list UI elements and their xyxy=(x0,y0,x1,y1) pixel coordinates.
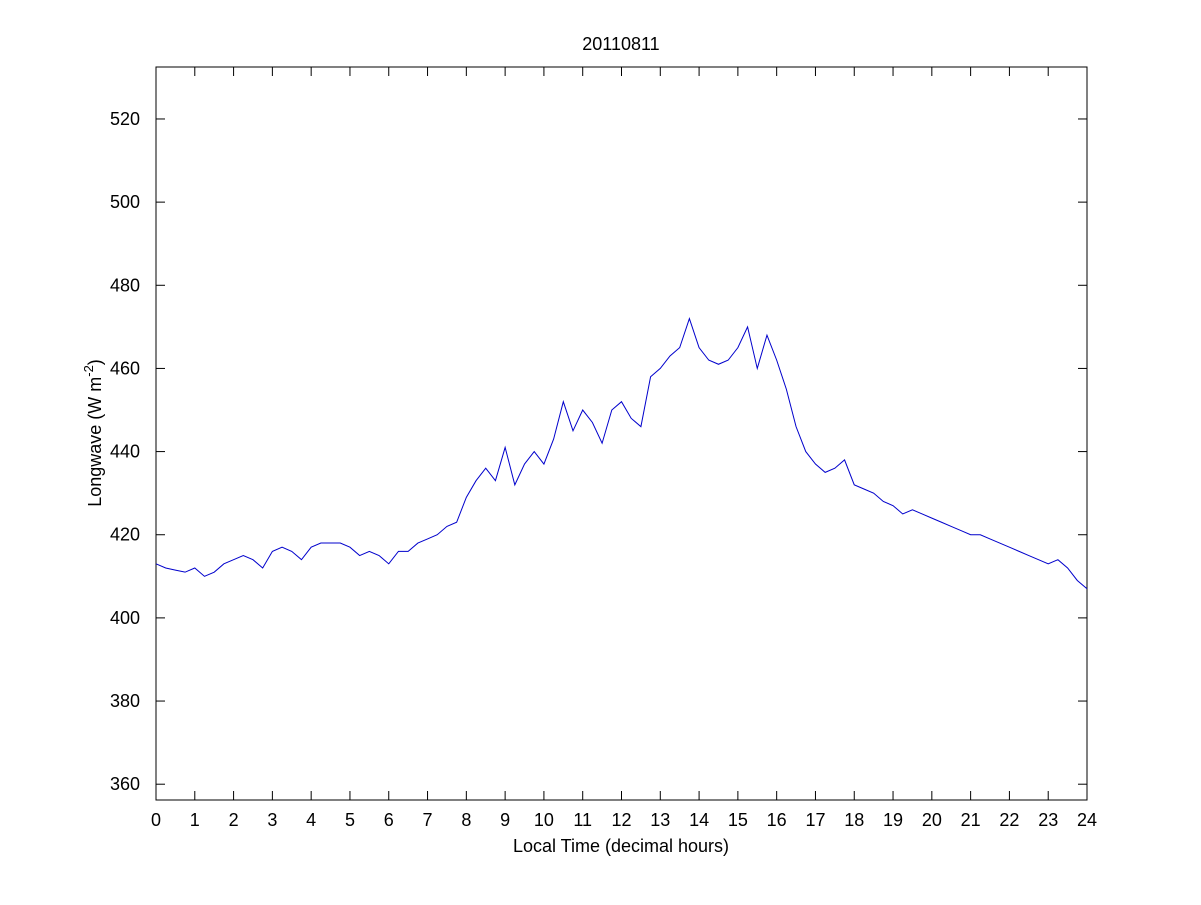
x-tick-label: 2 xyxy=(229,810,239,830)
y-tick-label: 460 xyxy=(110,358,140,378)
x-tick-label: 18 xyxy=(844,810,864,830)
x-tick-label: 12 xyxy=(611,810,631,830)
x-tick-label: 14 xyxy=(689,810,709,830)
y-tick-label: 520 xyxy=(110,109,140,129)
plot-box xyxy=(155,66,1088,801)
chart-title: 20110811 xyxy=(582,34,659,54)
data-line xyxy=(155,316,1088,590)
y-label-part: Longwave (W m xyxy=(85,377,105,507)
x-tick-label: 19 xyxy=(883,810,903,830)
x-tick-label: 3 xyxy=(267,810,277,830)
x-tick-label: 23 xyxy=(1038,810,1058,830)
x-tick-label: 24 xyxy=(1077,810,1097,830)
x-tick-label: 8 xyxy=(461,810,471,830)
x-tick-label: 21 xyxy=(961,810,981,830)
y-tick-label: 500 xyxy=(110,192,140,212)
y-tick-label: 480 xyxy=(110,275,140,295)
x-tick-label: 13 xyxy=(650,810,670,830)
x-tick-label: 22 xyxy=(999,810,1019,830)
y-label-sup: -2 xyxy=(81,365,96,377)
x-tick-label: 4 xyxy=(306,810,316,830)
x-tick-label: 15 xyxy=(728,810,748,830)
x-tick-label: 9 xyxy=(500,810,510,830)
x-tick-label: 10 xyxy=(534,810,554,830)
x-tick-label: 1 xyxy=(190,810,200,830)
y-label-part: ) xyxy=(85,359,105,365)
x-tick-label: 17 xyxy=(805,810,825,830)
y-tick-label: 420 xyxy=(110,525,140,545)
y-tick-label: 440 xyxy=(110,442,140,462)
x-tick-label: 0 xyxy=(151,810,161,830)
y-tick-label: 360 xyxy=(110,774,140,794)
x-tick-label: 11 xyxy=(573,810,592,830)
x-axis-label: Local Time (decimal hours) xyxy=(513,836,729,856)
y-tick-label: 380 xyxy=(110,691,140,711)
y-tick-label: 400 xyxy=(110,608,140,628)
x-tick-label: 5 xyxy=(345,810,355,830)
x-tick-label: 16 xyxy=(767,810,787,830)
y-axis-label: Longwave (W m-2) xyxy=(81,359,105,507)
x-tick-label: 20 xyxy=(922,810,942,830)
x-tick-label: 6 xyxy=(384,810,394,830)
x-tick-label: 7 xyxy=(423,810,433,830)
